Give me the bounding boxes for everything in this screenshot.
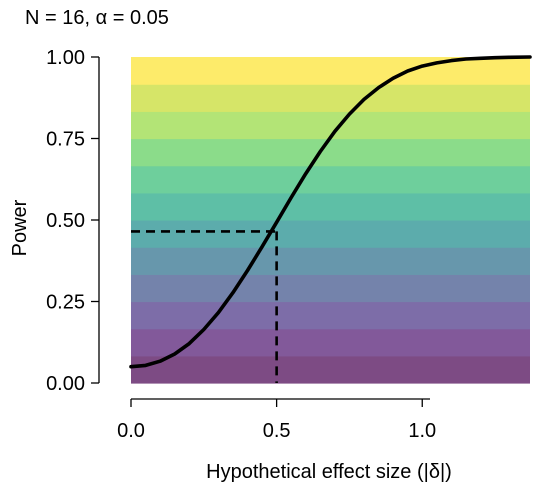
background-band-6 [131,192,530,221]
y-tick-label: 0.25 [46,292,85,314]
background-band-3 [131,274,530,303]
x-axis-label: Hypothetical effect size (|δ|) [206,461,452,483]
background-band-2 [131,301,530,330]
background-band-7 [131,165,530,194]
y-tick-label: 0.75 [46,129,85,151]
chart-title: N = 16, α = 0.05 [25,7,169,29]
x-tick-label: 1.0 [408,420,436,442]
x-tick-label: 0.0 [117,420,145,442]
background-band-11 [131,57,530,85]
y-tick-label: 1.00 [46,47,85,69]
y-tick-label: 0.00 [46,373,85,395]
background-band-5 [131,220,530,248]
y-tick-group: 0.00 0.25 0.50 0.75 1.00 [46,47,99,395]
reference-lines [131,230,278,383]
background-band-0 [131,355,530,384]
x-tick-group: 0.0 0.5 1.0 [117,399,436,442]
y-axis: 0.00 0.25 0.50 0.75 1.00 [46,47,100,395]
background-band-8 [131,138,530,167]
x-axis: 0.0 0.5 1.0 [117,398,436,442]
background-band-4 [131,247,530,275]
series-layer [129,55,532,369]
x-tick-label: 0.5 [263,420,291,442]
background-band-10 [131,84,530,112]
power-curve-line-0 [129,55,532,369]
y-tick-label: 0.50 [46,210,85,232]
background-bands [131,57,530,384]
y-axis-label: Power [9,199,31,256]
